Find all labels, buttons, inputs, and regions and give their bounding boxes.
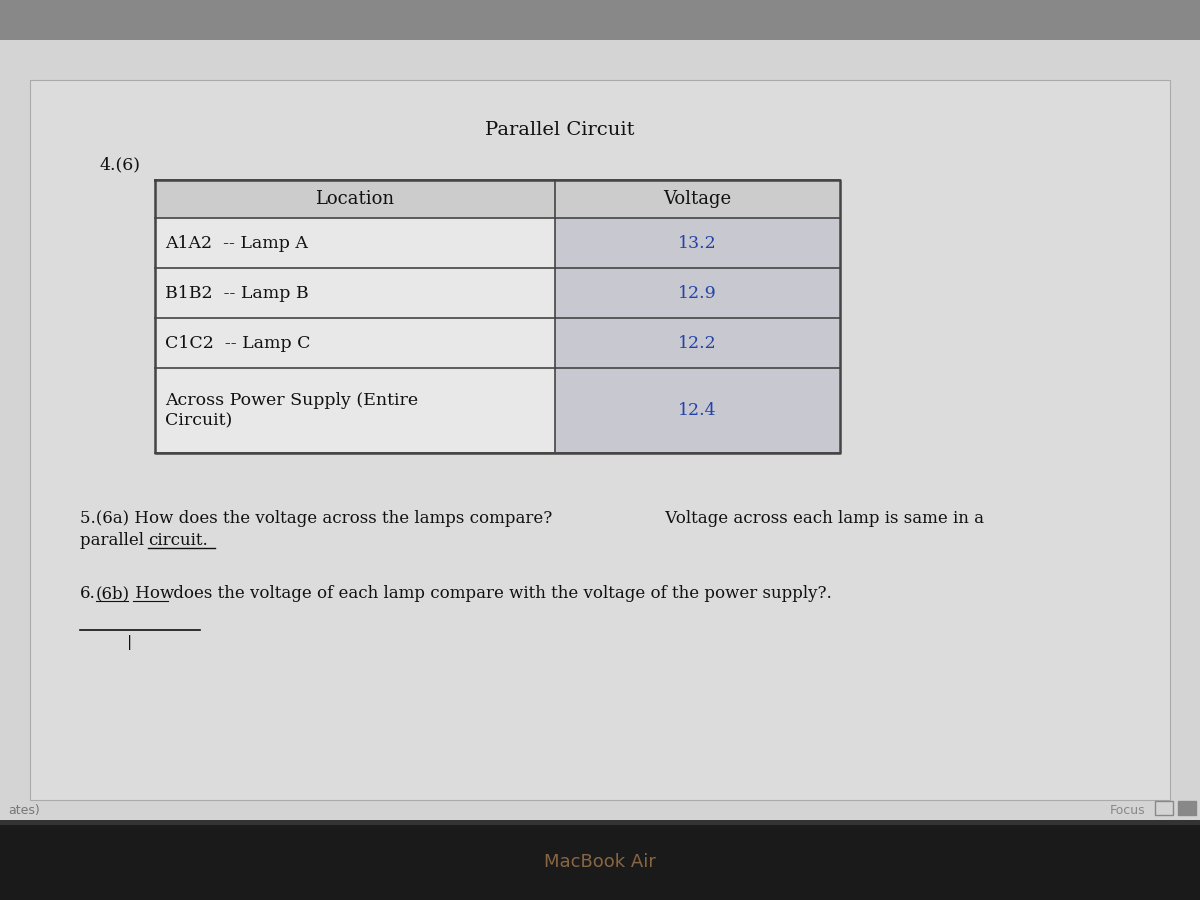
Text: 12.4: 12.4 [678,402,716,419]
Text: B1B2  -- Lamp B: B1B2 -- Lamp B [166,284,308,302]
Text: C1C2  -- Lamp C: C1C2 -- Lamp C [166,335,311,352]
Bar [554,268,840,318]
Text: 5.(6a) How does the voltage across the lamps compare?: 5.(6a) How does the voltage across the l… [80,510,552,527]
Text: 12.9: 12.9 [678,284,716,302]
Bar [1154,801,1174,815]
Text: parallel: parallel [80,532,149,549]
Text: Parallel Circuit: Parallel Circuit [485,121,635,139]
Text: does the voltage of each lamp compare with the voltage of the power supply?.: does the voltage of each lamp compare wi… [168,585,832,602]
Text: MacBook Air: MacBook Air [544,853,656,871]
Bar [155,218,554,268]
Text: Location: Location [316,190,395,208]
Text: 6.: 6. [80,585,96,602]
Text: 4.(6): 4.(6) [100,157,142,174]
Bar [0,0,1200,40]
Text: 12.2: 12.2 [678,335,716,352]
Bar [554,368,840,453]
Text: A1A2  -- Lamp A: A1A2 -- Lamp A [166,235,308,251]
Text: Focus: Focus [1110,804,1146,817]
Bar [155,368,554,453]
Bar [155,180,840,218]
Bar [1178,801,1196,815]
Text: Voltage across each lamp is same in a: Voltage across each lamp is same in a [660,510,984,527]
Bar [155,268,554,318]
Text: (6b): (6b) [96,585,130,602]
Bar [30,80,1170,800]
Bar [0,40,1200,820]
Bar [554,218,840,268]
Text: Voltage: Voltage [664,190,732,208]
Bar [0,820,1200,900]
Bar [155,318,554,368]
Bar [0,820,1200,825]
Text: circuit.: circuit. [148,532,208,549]
Text: How: How [130,585,174,602]
Text: 13.2: 13.2 [678,235,716,251]
Bar [554,318,840,368]
Text: |: | [127,635,133,650]
Text: ates): ates) [8,804,40,817]
Text: Across Power Supply (Entire
Circuit): Across Power Supply (Entire Circuit) [166,392,418,429]
